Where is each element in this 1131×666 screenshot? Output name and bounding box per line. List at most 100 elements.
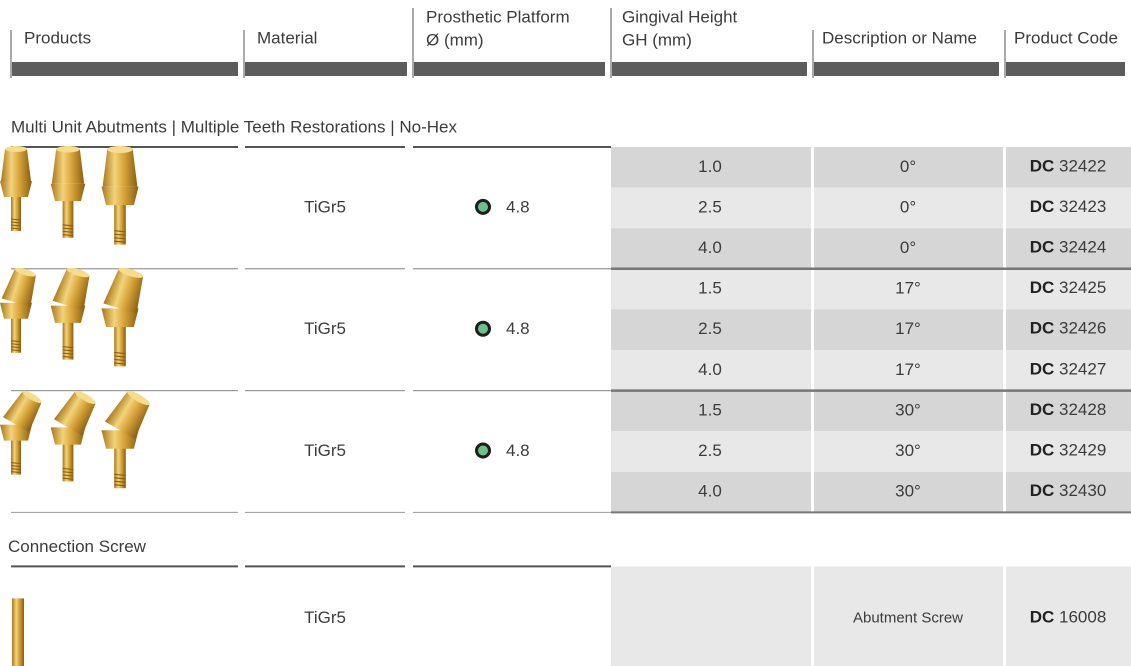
product-code: DC 32430 [1030,482,1107,501]
code-number: 32422 [1059,157,1106,176]
code-number: 32429 [1059,441,1106,460]
product-image [51,387,101,482]
code-number: 32423 [1059,197,1106,216]
platform-dot [477,322,490,335]
gingival-height: 1.5 [698,279,722,298]
description: 30° [895,441,921,460]
section-title: Multi Unit Abutments | Multiple Teeth Re… [11,117,457,136]
product-image [101,264,148,366]
code-number: 32430 [1059,482,1106,501]
product-image [0,265,41,353]
product-image [12,598,24,666]
header-bar [245,62,407,76]
header-label: Material [257,28,317,47]
platform: 4.8 [506,319,530,338]
description: 17° [895,319,921,338]
gingival-height: 2.5 [698,441,722,460]
section-title: Connection Screw [8,537,147,556]
code-number: 32424 [1059,238,1106,257]
cone [53,265,95,311]
cone-top [107,146,133,153]
cone [103,264,148,313]
gingival-height: 2.5 [698,197,722,216]
description: 17° [895,360,921,379]
code-prefix: DC [1030,197,1055,216]
code-number: 32427 [1059,360,1106,379]
collar [101,187,138,206]
material: TiGr5 [304,319,346,338]
product-code: DC 16008 [1030,608,1107,627]
platform: 4.8 [506,441,530,460]
product-image [51,265,95,360]
header-label: GH (mm) [622,30,692,49]
code-prefix: DC [1030,319,1055,338]
description: 30° [895,400,921,419]
header-bar [814,62,999,76]
gingival-height: 4.0 [698,360,722,379]
header-label: Gingival Height [622,7,738,26]
collar [0,181,32,197]
code-number: 16008 [1059,608,1106,627]
row-background [611,566,811,666]
description: 0° [900,157,916,176]
product-image [51,146,86,238]
header-bar [414,62,605,76]
header-label: Ø (mm) [426,30,484,49]
product-code: DC 32429 [1030,441,1107,460]
gingival-height: 4.0 [698,238,722,257]
header-label: Description or Name [822,28,977,47]
cone [103,146,138,187]
code-prefix: DC [1030,608,1055,627]
gingival-height: 1.0 [698,157,722,176]
code-prefix: DC [1030,400,1055,419]
material: TiGr5 [304,608,346,627]
description: 0° [900,238,916,257]
description: 30° [895,482,921,501]
product-image [101,386,155,488]
cone [2,265,41,307]
product-image [101,146,138,245]
gingival-height: 1.5 [698,400,722,419]
header-label: Prosthetic Platform [426,7,570,26]
page: {"header": {"columns": [ {"lines": ["Pro… [0,0,1131,666]
description: 17° [895,279,921,298]
cone-top [56,146,80,152]
collar [51,184,86,201]
header-label: Products [24,28,91,47]
header-bar [1006,62,1125,76]
product-code: DC 32425 [1030,279,1107,298]
code-prefix: DC [1030,238,1055,257]
product-image [0,146,32,231]
code-number: 32426 [1059,319,1106,338]
cone-top [5,146,27,152]
code-number: 32428 [1059,400,1106,419]
code-prefix: DC [1030,482,1055,501]
header-bar [12,62,238,76]
cone [1,146,31,181]
product-code: DC 32422 [1030,157,1107,176]
code-number: 32425 [1059,279,1106,298]
product-code: DC 32424 [1030,238,1107,257]
platform-dot [477,200,490,213]
cone [52,146,84,184]
description: 0° [900,197,916,216]
header-bar [612,62,807,76]
product-code: DC 32428 [1030,400,1107,419]
code-prefix: DC [1030,279,1055,298]
product-code: DC 32426 [1030,319,1107,338]
code-prefix: DC [1030,157,1055,176]
header-label: Product Code [1014,28,1118,47]
code-prefix: DC [1030,441,1055,460]
gingival-height: 4.0 [698,482,722,501]
product-code: DC 32427 [1030,360,1107,379]
product-code: DC 32423 [1030,197,1107,216]
platform-dot [477,444,490,457]
material: TiGr5 [304,197,346,216]
gingival-height: 2.5 [698,319,722,338]
material: TiGr5 [304,441,346,460]
catalog-table: Products Material Prosthetic Platform Ø (mm… [0,0,1131,666]
platform: 4.8 [506,197,530,216]
product-image [0,387,46,475]
description: Abutment Screw [853,609,963,626]
code-prefix: DC [1030,360,1055,379]
